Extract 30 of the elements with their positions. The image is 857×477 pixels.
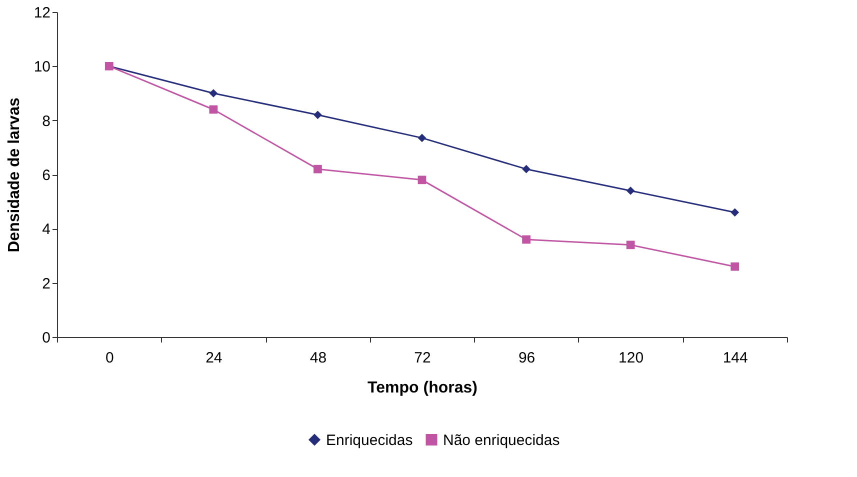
point xyxy=(314,164,322,174)
legend-label: Enriquecidas xyxy=(326,432,413,449)
y-tick-label: 12 xyxy=(34,4,50,22)
y-tick-label: 0 xyxy=(42,330,50,346)
x-tick-label: 24 xyxy=(206,350,222,366)
point xyxy=(730,262,740,271)
point xyxy=(626,186,635,195)
point xyxy=(209,105,218,114)
y-tick-label: 6 xyxy=(42,167,50,184)
point xyxy=(522,164,530,174)
x-tick-label: 144 xyxy=(722,350,748,366)
point xyxy=(314,110,322,120)
x-tick-label: 72 xyxy=(414,350,431,366)
point xyxy=(209,89,218,98)
point xyxy=(522,235,530,244)
y-tick-label: 2 xyxy=(42,275,50,292)
x-tick-label: 0 xyxy=(105,350,114,366)
point xyxy=(626,240,635,250)
y-tick-label: 4 xyxy=(42,221,50,238)
y-tick-label: 10 xyxy=(34,58,50,76)
x-tick-label: 96 xyxy=(518,350,536,366)
point xyxy=(730,208,740,217)
legend-label: Não enriquecidas xyxy=(443,432,560,449)
x-tick-label: 120 xyxy=(618,350,644,366)
point xyxy=(418,176,426,184)
y-tick-label: 8 xyxy=(42,112,50,130)
point xyxy=(418,134,426,142)
y-axis-title: Densidade de larvas xyxy=(6,98,23,252)
x-axis-title: Tempo (horas) xyxy=(368,380,478,396)
x-tick-label: 48 xyxy=(310,350,327,366)
